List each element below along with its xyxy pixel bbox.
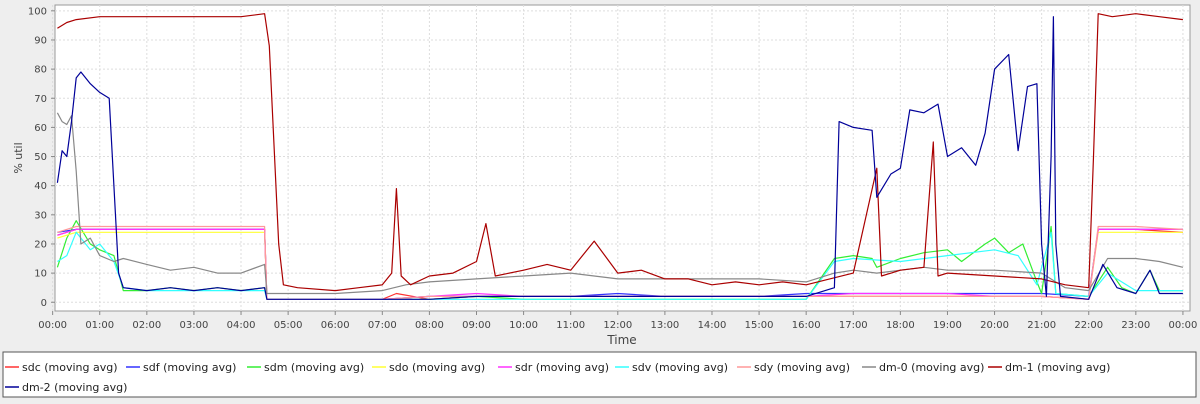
x-tick-label: 10:00: [509, 320, 538, 331]
x-tick-label: 03:00: [180, 320, 209, 331]
legend-label: sdc (moving avg): [22, 361, 118, 374]
x-tick-label: 13:00: [650, 320, 679, 331]
x-tick-label: 00:00: [38, 320, 67, 331]
y-tick-label: 80: [34, 65, 47, 76]
x-tick-label: 17:00: [839, 320, 868, 331]
y-tick-label: 90: [34, 35, 47, 46]
y-tick-label: 50: [34, 152, 47, 163]
x-tick-label: 16:00: [792, 320, 821, 331]
y-tick-label: 60: [34, 123, 47, 134]
plot-area: [54, 4, 1191, 312]
legend-label: sdy (moving avg): [754, 361, 850, 374]
x-tick-label: 23:00: [1121, 320, 1150, 331]
y-tick-label: 20: [34, 239, 47, 250]
y-axis-label: % util: [12, 142, 25, 173]
x-tick-label: 22:00: [1074, 320, 1103, 331]
series-line: [57, 13, 1183, 292]
x-tick-label: 15:00: [745, 320, 774, 331]
x-axis-label: Time: [606, 333, 636, 347]
legend-label: dm-2 (moving avg): [22, 381, 127, 394]
legend-box: [2, 351, 1197, 398]
x-tick-label: 20:00: [980, 320, 1009, 331]
y-tick-label: 30: [34, 210, 47, 221]
series-line: [56, 16, 1183, 300]
x-tick-label: 08:00: [415, 320, 444, 331]
x-tick-label: 09:00: [462, 320, 491, 331]
legend-label: dm-0 (moving avg): [879, 361, 984, 374]
x-tick-label: 06:00: [321, 320, 350, 331]
series-layer: [56, 13, 1184, 300]
x-tick-label: 11:00: [556, 320, 585, 331]
legend-label: sdf (moving avg): [143, 361, 236, 374]
x-tick-label: 21:00: [1027, 320, 1056, 331]
x-tick-label: 14:00: [698, 320, 727, 331]
x-tick-label: 18:00: [886, 320, 915, 331]
x-tick-label: 19:00: [933, 320, 962, 331]
legend-label: sdm (moving avg): [264, 361, 364, 374]
x-axis: 00:00 01:00 02:00 03:00 04:00 05:00 06:00 07:00…: [38, 311, 1197, 331]
x-tick-label: 05:00: [274, 320, 303, 331]
legend-label: sdv (moving avg): [632, 361, 728, 374]
x-tick-label: 01:00: [85, 320, 114, 331]
legend-label: dm-1 (moving avg): [1005, 361, 1110, 374]
y-tick-label: 100: [28, 6, 47, 17]
y-tick-label: 10: [34, 269, 47, 280]
series-line: [56, 112, 1184, 295]
x-tick-label: 12:00: [603, 320, 632, 331]
legend-label: sdo (moving avg): [389, 361, 485, 374]
x-tick-label: 07:00: [368, 320, 397, 331]
legend-label: sdr (moving avg): [515, 361, 609, 374]
legend: sdc (moving avg) sdf (moving avg) sdm (mov…: [5, 361, 1110, 394]
grid: [52, 5, 1190, 311]
y-tick-label: 0: [41, 298, 47, 309]
x-tick-label: 02:00: [132, 320, 161, 331]
x-tick-label: 00:00: [1169, 320, 1198, 331]
y-tick-label: 40: [34, 181, 47, 192]
x-tick-label: 04:00: [227, 320, 256, 331]
y-tick-label: 70: [34, 94, 47, 105]
y-axis: 0 10 20 30 40 50 60 70 80 90 100: [28, 6, 55, 309]
